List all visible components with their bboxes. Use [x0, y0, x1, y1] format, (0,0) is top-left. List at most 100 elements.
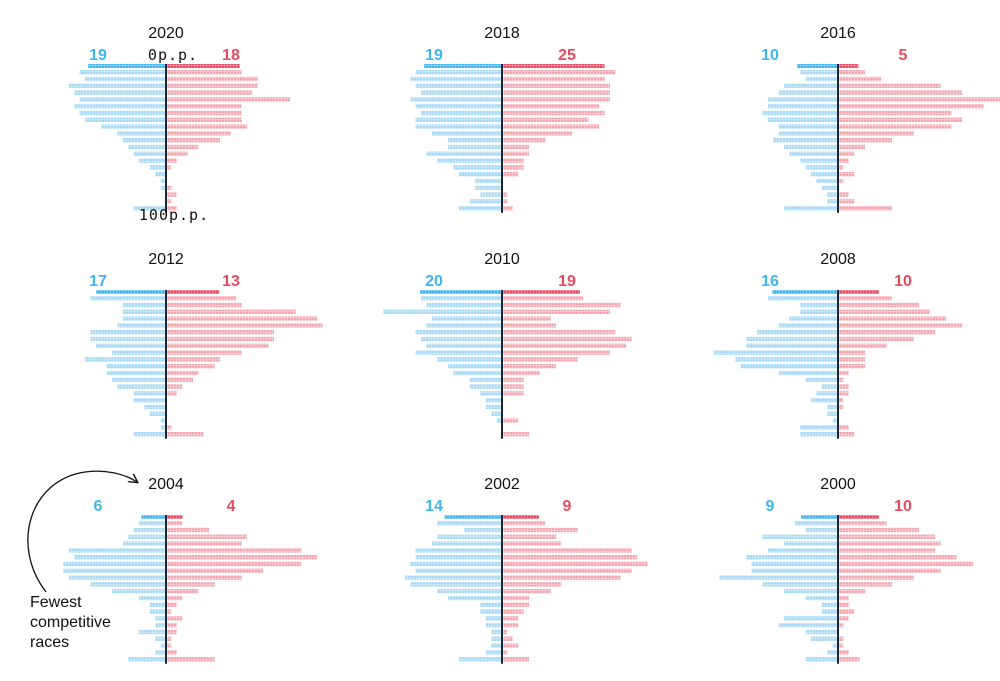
dem-bar [453, 370, 502, 376]
dem-bar [437, 589, 502, 594]
dem-bar [415, 568, 502, 573]
rep-bar [502, 629, 508, 635]
dem-total-label: 6 [94, 498, 103, 515]
dem-bar [144, 404, 166, 410]
dem-bar [90, 582, 166, 587]
rep-bar [838, 172, 855, 177]
dem-bar [800, 302, 838, 308]
dem-bar [811, 636, 838, 641]
dem-bar [784, 616, 838, 621]
rep-bar [502, 616, 519, 621]
dem-bar [415, 70, 502, 75]
dem-bar [811, 398, 838, 403]
rep-bar [166, 629, 177, 635]
rep-bar [838, 70, 865, 75]
dem-bar [79, 97, 166, 102]
rep-bar [838, 104, 984, 109]
dem-bar [805, 377, 838, 382]
rep-bar [838, 650, 849, 655]
rep-bar [502, 636, 513, 641]
rep-bar [502, 589, 551, 594]
rep-bar [502, 206, 513, 211]
dem-bar [762, 110, 838, 116]
panel-2010: 2010 20 19 [383, 251, 632, 439]
dem-bar [79, 70, 166, 75]
dem-total-bar [141, 515, 166, 519]
dem-bar [139, 521, 166, 526]
rep-bar [166, 548, 301, 553]
dem-bar [805, 165, 838, 170]
dem-bar [421, 336, 502, 342]
rep-bar [166, 158, 177, 163]
dem-bar [784, 83, 838, 88]
rep-bar [838, 602, 849, 607]
rep-total-bar [838, 515, 879, 519]
rep-bar [838, 643, 844, 648]
rep-bar [838, 178, 844, 184]
dem-bar [383, 309, 502, 314]
rep-bar [502, 643, 519, 648]
rep-bar [166, 527, 210, 533]
dem-bar [112, 589, 166, 594]
rep-total-label: 25 [558, 47, 576, 64]
rep-total-label: 10 [894, 273, 912, 290]
dem-bar [475, 178, 502, 184]
dem-bar [832, 418, 838, 423]
rep-bar [166, 309, 296, 314]
rep-bar [838, 97, 1000, 102]
rep-bar [166, 192, 177, 197]
dem-bar [458, 657, 502, 662]
rep-bar [502, 90, 610, 95]
rep-bar [838, 199, 855, 204]
dem-bar [448, 364, 502, 369]
dem-bar [133, 398, 166, 403]
dem-bar [800, 425, 838, 430]
rep-bar [838, 343, 887, 348]
dem-bar [821, 185, 838, 190]
rep-bar [166, 364, 215, 369]
dem-bar [404, 575, 502, 580]
rep-bar [502, 158, 524, 163]
rep-bar [502, 609, 524, 614]
rep-bar [838, 364, 865, 369]
rep-bar [166, 541, 242, 546]
dem-bar [437, 534, 502, 539]
dem-bar [778, 323, 838, 328]
dem-bar [415, 124, 502, 129]
dem-bar [740, 364, 838, 369]
dem-bar [85, 357, 166, 362]
rep-bar [502, 595, 529, 601]
rep-bar [502, 534, 556, 539]
rep-bar [502, 199, 508, 204]
dem-bar [139, 158, 166, 163]
dem-bar [778, 90, 838, 95]
dem-bar [112, 350, 166, 355]
rep-bar [166, 330, 274, 335]
dem-bar [496, 418, 502, 423]
rep-bar [502, 568, 632, 573]
panel-2008: 2008 16 10 [713, 251, 963, 439]
rep-bar [502, 350, 610, 355]
rep-bar [166, 582, 215, 587]
dem-bar [117, 384, 166, 389]
annotation-line: races [30, 634, 70, 651]
dem-bar [805, 527, 838, 533]
dem-bar [410, 561, 502, 567]
rep-bar [502, 330, 616, 335]
dem-bar [128, 657, 166, 662]
dem-bar [480, 609, 502, 614]
rep-total-label: 5 [899, 47, 908, 64]
rep-bar [838, 192, 849, 197]
dem-bar [95, 343, 166, 348]
rep-bar [166, 206, 177, 211]
dem-bar [784, 144, 838, 150]
dem-bar [128, 144, 166, 150]
dem-bar [751, 568, 838, 573]
dem-bar [448, 138, 502, 143]
rep-bar [166, 575, 242, 580]
panel-title: 2000 [820, 476, 856, 493]
rep-bar [838, 76, 882, 82]
rep-bar [502, 97, 610, 102]
dem-bar [426, 323, 502, 328]
rep-total-label: 10 [894, 498, 912, 515]
